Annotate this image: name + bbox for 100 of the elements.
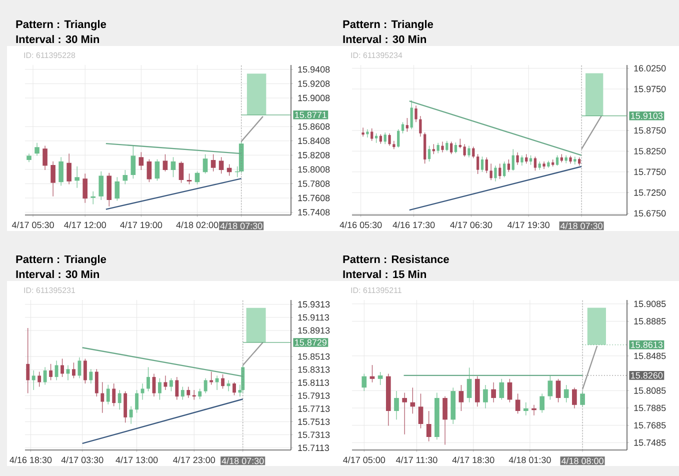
candlestick [98,171,104,200]
y-tick-label: 15.8113 [298,379,330,386]
candlestick [210,371,214,386]
candlestick [192,390,196,400]
candlestick [146,158,152,182]
candlestick [74,166,80,188]
candlestick [122,170,128,185]
candlestick [146,366,150,392]
candlestick [520,155,524,166]
candlestick [169,378,173,392]
x-tick-label: 4/18 01:30 [508,456,551,464]
candlestick [194,171,200,185]
candlestick [94,368,98,397]
candlestick [138,152,144,170]
candlestick [202,154,208,174]
candlestick [483,384,488,409]
candlestick [175,376,179,400]
x-tick-label: 4/18 07:30 [560,222,602,230]
candlestick [572,387,577,409]
candlestick [397,128,400,148]
candlestick [362,127,364,137]
candlestick [180,386,184,400]
chart-subtitle: Interval : 30 Min [343,35,426,44]
x-tick-label: 4/17 05:00 [343,456,386,464]
candlestick [82,173,88,204]
y-tick-label: 15.7713 [298,406,330,412]
candlestick [401,122,404,134]
candlestick [507,378,512,403]
candlestick [129,406,133,424]
y-tick-label: 15.7608 [298,194,330,202]
x-tick-label: 4/18 08:00 [561,458,604,464]
y-tick-label: 15.7808 [298,180,330,187]
candlestick [100,382,104,414]
y-tick-label: 15.7513 [298,418,330,425]
text: ID: 611395231 [24,287,76,294]
x-tick-label: 4/18 07:30 [220,222,262,230]
candlestick [135,390,139,414]
candlestick [162,154,168,172]
y-tick-label: 15.9085 [634,300,666,308]
y-tick-label: 15.7250 [634,189,666,196]
candlestick [446,140,448,152]
candlestick [186,386,190,398]
x-tick-label: 4/17 13:00 [116,456,158,464]
ref-line-label: 15.9103 [631,112,663,120]
x-tick-label: 4/17 05:30 [12,222,54,228]
y-tick-label: 15.8750 [634,127,666,134]
y-tick-label: 15.9208 [298,80,330,87]
candlestick [218,156,224,174]
candlestick [164,375,168,390]
candlestick [512,148,514,171]
candlestick [410,100,413,130]
candlestick [130,144,136,179]
candlestick [418,393,424,429]
y-tick-label: 15.7913 [298,392,330,399]
text: ID: 611395234 [351,52,402,58]
candlestick [436,142,440,154]
y-tick-label: 15.9313 [298,301,330,308]
candlestick [210,154,216,172]
candlestick [432,144,435,154]
x-tick-label: 4/16 18:30 [10,456,52,464]
candlestick [392,140,396,150]
y-tick-label: 15.8913 [298,327,330,334]
y-tick-label: 15.7885 [634,404,666,412]
candlestick [474,376,480,407]
x-tick-label: 4/18 07:30 [222,458,264,464]
x-tick-label: 4/17 19:00 [120,222,162,228]
candlestick [362,373,367,392]
candlestick [499,378,504,400]
candlestick [114,176,120,202]
candlestick [366,128,369,138]
candlestick [49,364,53,381]
text: ID: 611395228 [24,52,76,58]
candlestick [66,153,72,185]
candlestick [426,410,432,442]
y-tick-label: 15.6750 [634,210,666,217]
candlestick [198,388,202,400]
x-tick-label: 4/17 18:30 [452,456,494,464]
candlestick [523,402,528,416]
candlestick [370,128,374,142]
chart-title: Pattern : Triangle [16,255,106,266]
candlestick [78,357,82,379]
chart-subtitle: Interval : 30 Min [16,35,99,44]
x-tick-label: 4/17 12:00 [64,222,106,228]
candlestick [384,132,386,144]
candlestick [118,390,122,410]
x-tick-label: 4/17 03:30 [61,456,104,464]
candlestick [534,156,537,171]
candlestick [38,371,42,388]
candlestick [402,392,408,435]
y-tick-label: 15.8085 [634,387,666,394]
candlestick [34,142,40,156]
y-tick-label: 15.7750 [634,168,666,176]
y-tick-label: 15.9008 [298,94,330,102]
candlestick [525,154,528,164]
y-tick-label: 15.8485 [634,352,666,360]
y-tick-label: 15.8250 [634,148,666,154]
candlestick [154,158,160,182]
candlestick [556,155,559,166]
y-tick-label: 15.8208 [298,152,330,158]
x-tick-label: 4/16 17:30 [392,222,435,228]
